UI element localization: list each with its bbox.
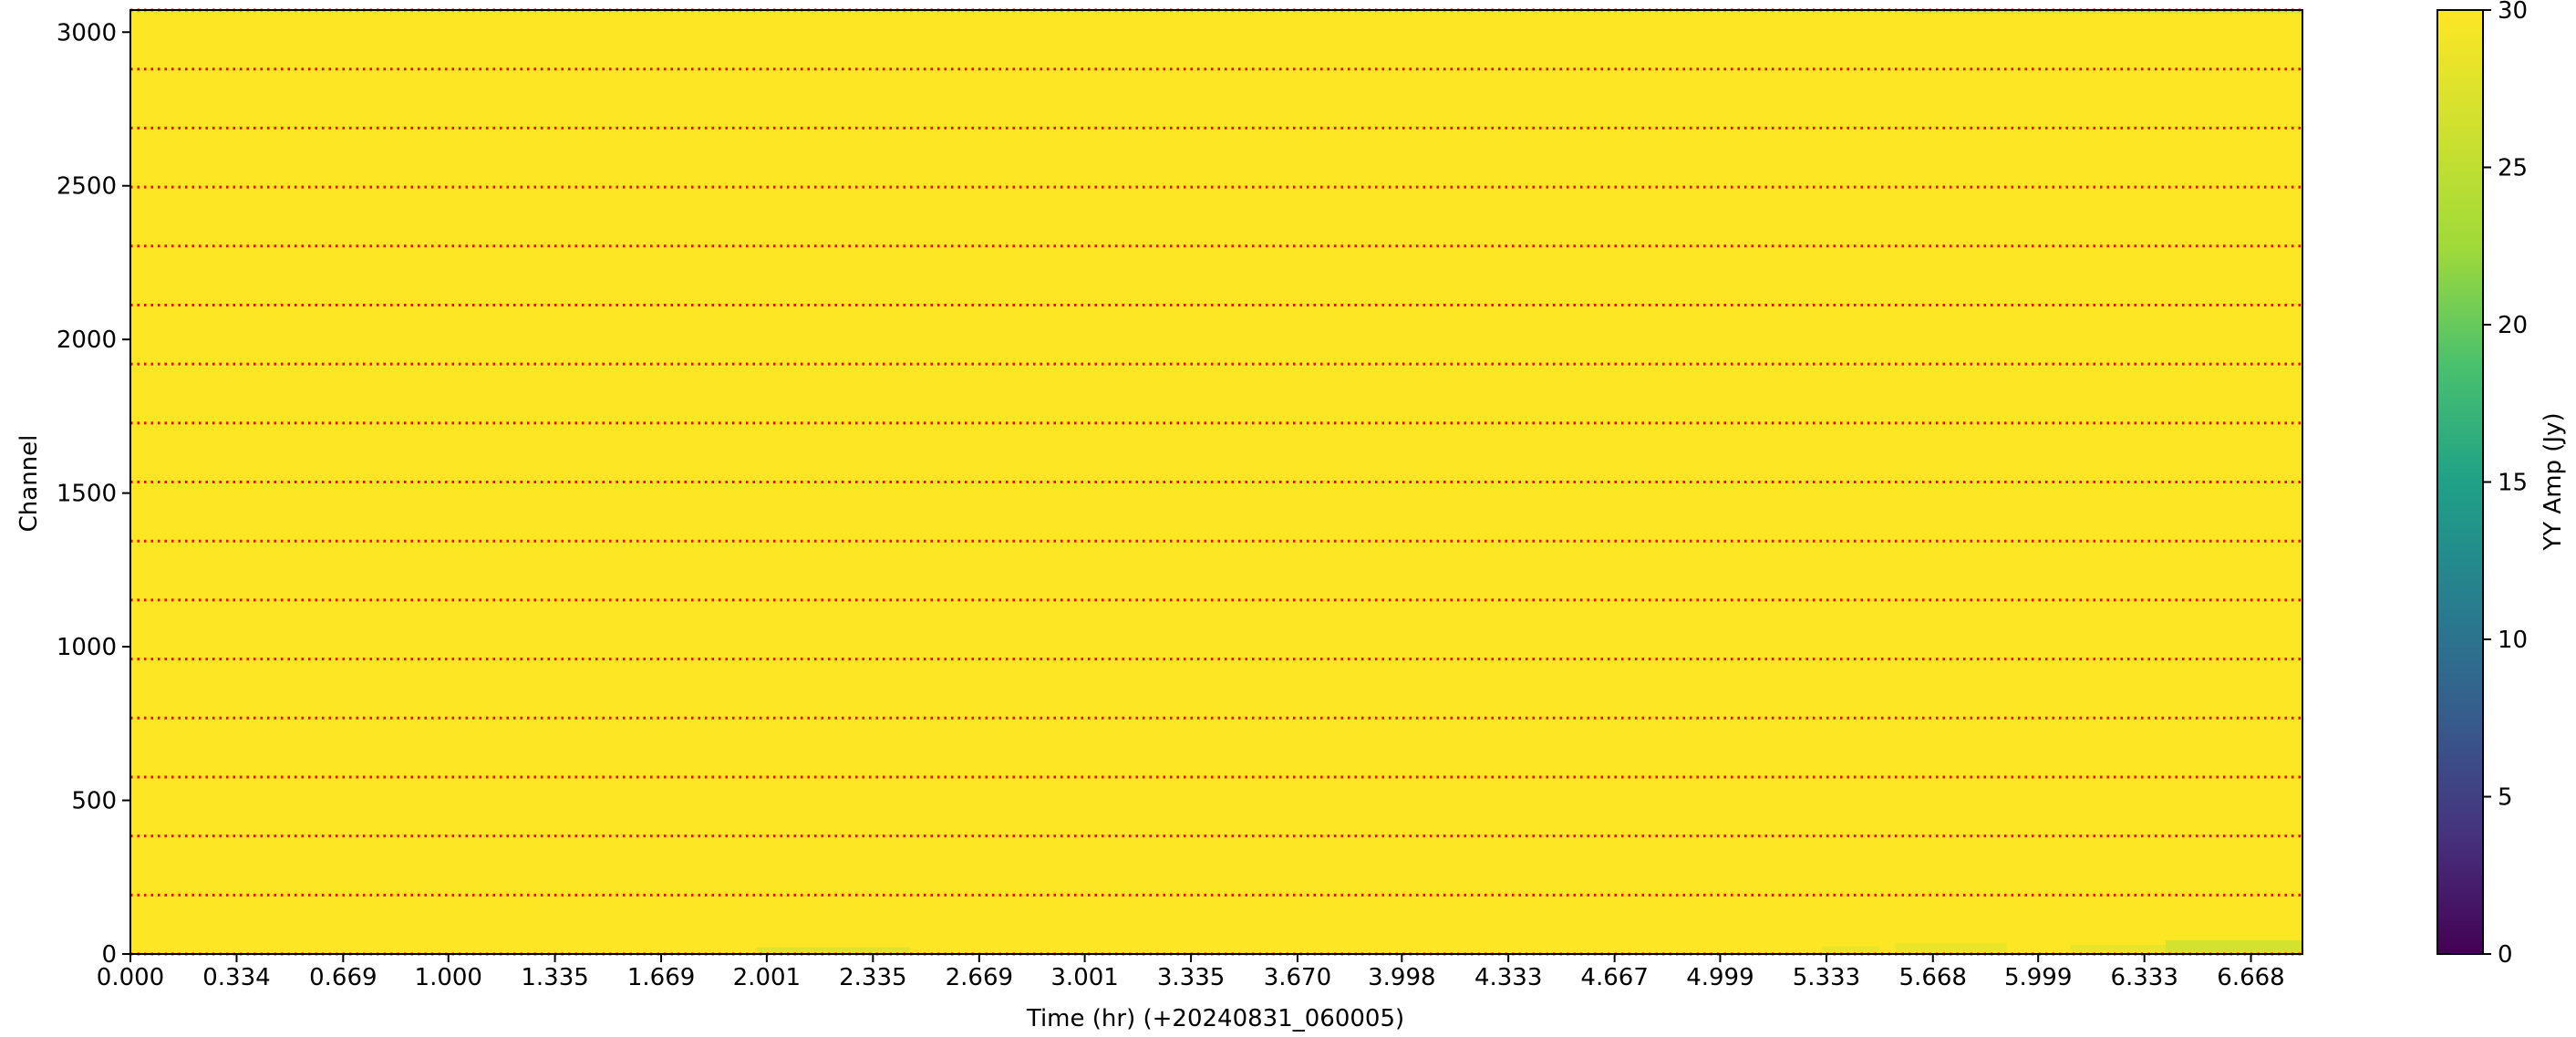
x-tick-label: 6.333 (2110, 964, 2178, 991)
heatmap-cell (1895, 943, 2007, 954)
x-tick-label: 4.999 (1686, 964, 1754, 991)
heatmap-cell (1822, 946, 1880, 954)
colorbar-tick-label: 0 (2498, 941, 2513, 969)
colorbar-gradient (2436, 9, 2484, 955)
y-tick-label: 0 (101, 941, 117, 969)
x-tick-label: 0.669 (309, 964, 377, 991)
y-tick-label: 2000 (57, 327, 117, 354)
x-tick-label: 5.668 (1899, 964, 1967, 991)
colorbar-tick-label: 25 (2498, 155, 2528, 182)
y-tick-label: 1500 (57, 481, 117, 508)
x-tick-label: 3.001 (1050, 964, 1118, 991)
y-tick-label: 2500 (57, 173, 117, 201)
x-tick-label: 4.667 (1580, 964, 1648, 991)
x-axis-label: Time (hr) (+20240831_060005) (1026, 1005, 1404, 1032)
heatmap-cell (1911, 10, 2302, 15)
x-tick-label: 3.670 (1264, 964, 1331, 991)
x-tick-label: 2.001 (733, 964, 801, 991)
y-tick-label: 500 (71, 788, 117, 815)
heatmap-cell (2166, 939, 2302, 954)
x-tick-label: 5.333 (1793, 964, 1860, 991)
colorbar: 0 5 10 15 20 25 30 (2436, 0, 2528, 969)
colorbar-tick-label: 30 (2498, 0, 2528, 25)
x-tick-label: 0.334 (202, 964, 270, 991)
x-axis: 0.000 0.334 0.669 1.000 1.335 1.669 2.001 2.335… (97, 954, 2285, 991)
y-axis-label: Channel (16, 435, 43, 533)
x-tick-label: 5.999 (2004, 964, 2072, 991)
y-tick-label: 3000 (57, 19, 117, 47)
colorbar-label: YY Amp (Jy) (2540, 412, 2567, 551)
colorbar-tick-label: 20 (2498, 312, 2528, 339)
colorbar-tick-label: 5 (2498, 784, 2513, 812)
x-tick-label: 2.335 (839, 964, 906, 991)
heatmap-background (130, 10, 2302, 954)
x-tick-label: 1.000 (415, 964, 482, 991)
colorbar-tick-label: 10 (2498, 627, 2528, 654)
y-tick-label: 1000 (57, 634, 117, 661)
y-axis: 0 500 1000 1500 2000 2500 3000 (57, 19, 130, 969)
x-tick-label: 3.998 (1368, 964, 1435, 991)
x-tick-label: 4.333 (1474, 964, 1542, 991)
colorbar-tick-label: 15 (2498, 470, 2528, 497)
x-tick-label: 6.668 (2217, 964, 2284, 991)
x-tick-label: 1.335 (521, 964, 588, 991)
plot-frame (129, 9, 2303, 955)
x-tick-label: 2.669 (946, 964, 1013, 991)
plot-area (129, 8, 2303, 956)
heatmap-cell (2070, 944, 2167, 954)
x-tick-label: 1.669 (627, 964, 695, 991)
x-tick-label: 0.000 (97, 964, 164, 991)
heatmap-cell (757, 947, 910, 954)
x-tick-label: 3.335 (1157, 964, 1225, 991)
